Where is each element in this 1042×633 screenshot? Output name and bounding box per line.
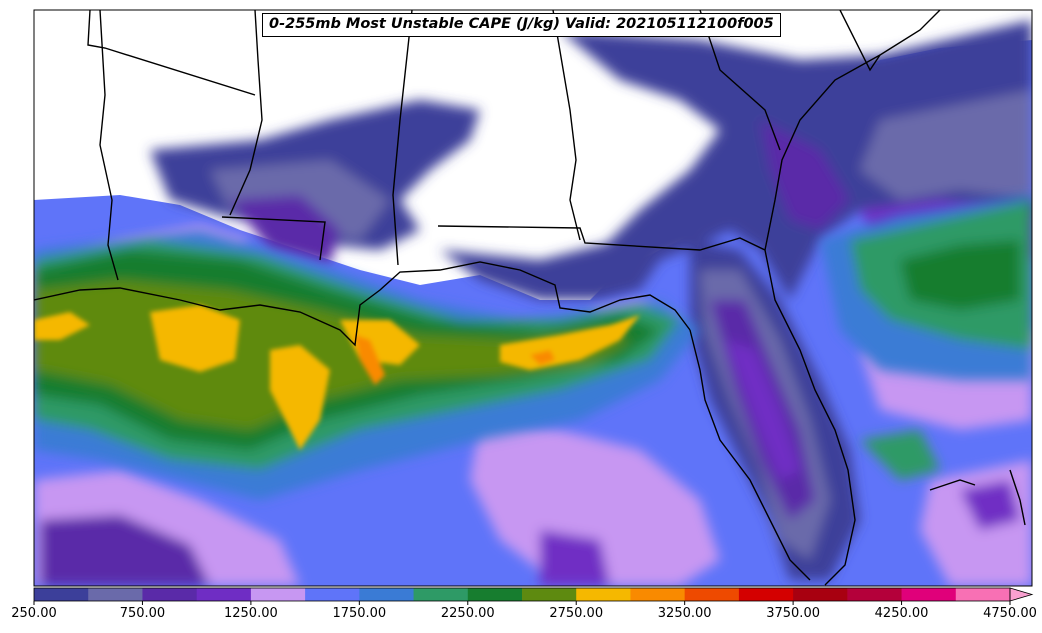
colorbar-segment [955, 588, 1011, 601]
colorbar-segment [305, 588, 360, 601]
colorbar-segment [467, 588, 523, 601]
colorbar-segment [522, 588, 577, 601]
colorbar-segment [738, 588, 794, 601]
colorbar [33, 587, 1034, 605]
colorbar-segment [901, 588, 957, 601]
map-title: 0-255mb Most Unstable CAPE (J/kg) Valid:… [262, 13, 781, 37]
colorbar-segment [196, 588, 252, 601]
colorbar-segment [793, 588, 848, 601]
state-borders [34, 10, 1026, 586]
colorbar-segment [684, 588, 740, 601]
colorbar-tick-label: 250.00 [11, 606, 57, 621]
colorbar-segment [142, 588, 198, 601]
colorbar-segment [88, 588, 143, 601]
colorbar-tick-label: 750.00 [119, 606, 166, 621]
cape-field [34, 10, 1032, 586]
colorbar-tick-label: 1750.00 [332, 606, 387, 621]
colorbar-tick-label: 3750.00 [766, 606, 820, 621]
colorbar-tick-label: 1250.00 [223, 606, 278, 621]
colorbar-segment [630, 588, 686, 601]
colorbar-tick-label: 4750.00 [983, 606, 1037, 621]
colorbar-segment [576, 588, 631, 601]
colorbar-segment [413, 588, 469, 601]
colorbar-tick-label: 2250.00 [440, 606, 495, 621]
colorbar-tick-label: 2750.00 [549, 606, 604, 621]
colorbar-segment [359, 588, 415, 601]
colorbar-segment [847, 588, 903, 601]
colorbar-outline [33, 587, 1011, 602]
colorbar-segment [250, 588, 306, 601]
colorbar-segment [34, 588, 89, 601]
map-frame [33, 9, 1033, 587]
colorbar-extend-arrow [1009, 587, 1034, 602]
colorbar-tick-label: 4250.00 [874, 606, 929, 621]
colorbar-tick-label: 3250.00 [657, 606, 712, 621]
